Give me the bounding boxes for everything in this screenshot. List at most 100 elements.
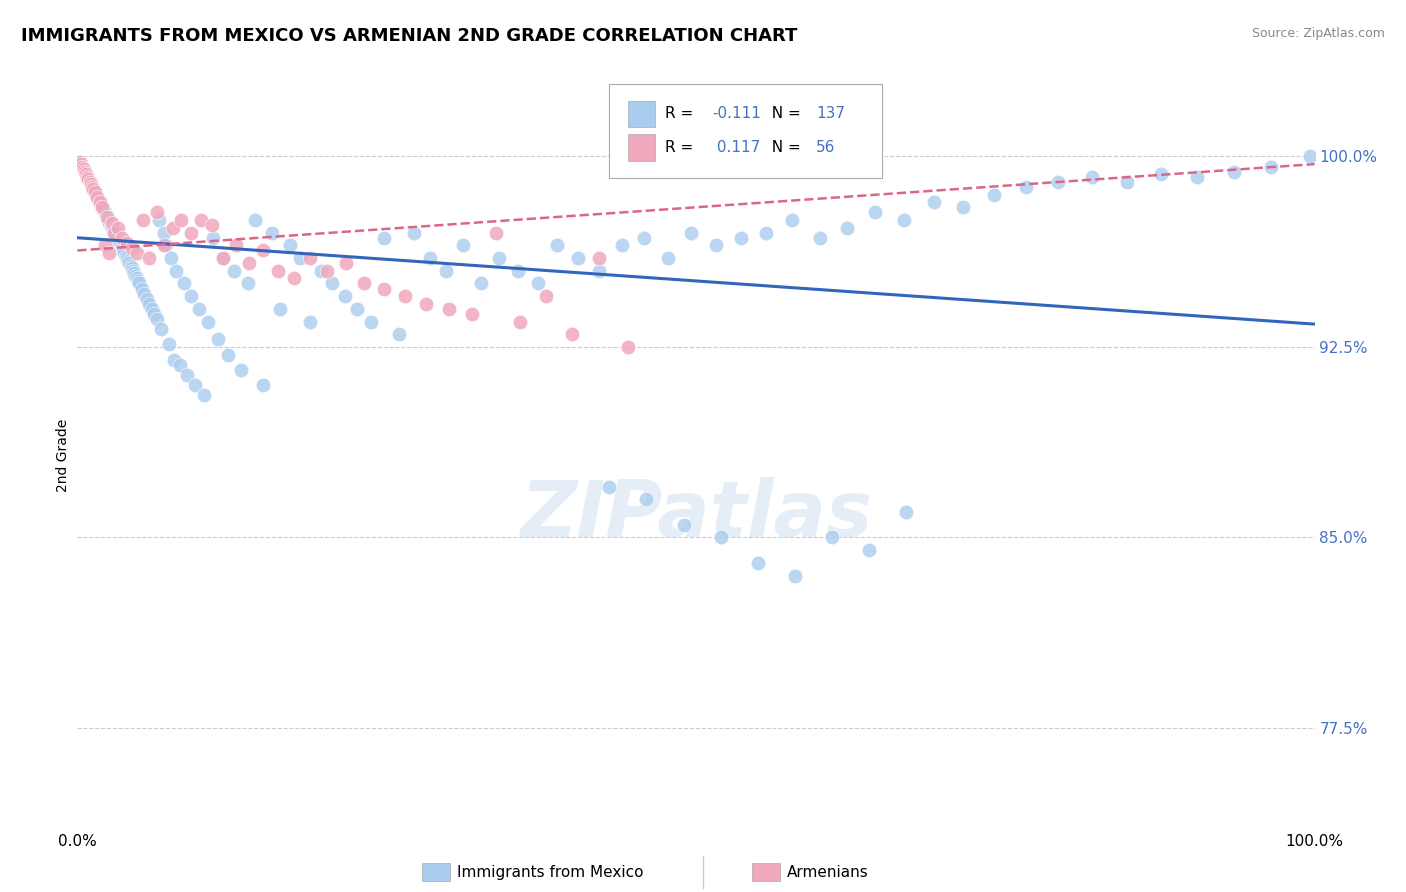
Point — [252, 244, 274, 258]
Point — [72, 160, 94, 174]
Point — [148, 213, 170, 227]
Point — [598, 480, 620, 494]
Point — [657, 251, 679, 265]
FancyBboxPatch shape — [609, 84, 882, 178]
Text: N =: N = — [762, 140, 806, 155]
Point — [269, 301, 291, 316]
Point — [72, 160, 94, 174]
Point — [952, 200, 974, 214]
Point — [77, 172, 100, 186]
Point — [373, 231, 395, 245]
Point — [145, 312, 167, 326]
Point — [561, 327, 583, 342]
Point — [617, 340, 640, 354]
Point — [165, 264, 187, 278]
Point — [82, 180, 104, 194]
Point — [1223, 165, 1246, 179]
Point — [225, 238, 247, 252]
Point — [104, 228, 127, 243]
Point — [82, 182, 104, 196]
Point — [91, 200, 114, 214]
Point — [783, 568, 806, 582]
Point — [163, 352, 186, 367]
Point — [1260, 160, 1282, 174]
Point — [782, 213, 804, 227]
Text: 137: 137 — [815, 106, 845, 121]
Point — [87, 193, 110, 207]
Point — [120, 259, 142, 273]
Point — [747, 556, 769, 570]
Text: -0.111: -0.111 — [711, 106, 761, 121]
Point — [127, 274, 149, 288]
Point — [1298, 149, 1320, 163]
Point — [83, 185, 105, 199]
Point — [115, 251, 138, 265]
Point — [162, 220, 184, 235]
Point — [633, 231, 655, 245]
Point — [108, 235, 131, 250]
Point — [75, 167, 97, 181]
Point — [118, 256, 141, 270]
Point — [122, 266, 145, 280]
Point — [679, 226, 702, 240]
Point — [588, 264, 610, 278]
Point — [76, 169, 98, 184]
Point — [91, 202, 114, 217]
Point — [1015, 180, 1038, 194]
Point — [141, 301, 163, 316]
Point — [288, 251, 311, 265]
Text: R =: R = — [665, 106, 699, 121]
Point — [124, 268, 146, 283]
Text: 0.117: 0.117 — [711, 140, 761, 155]
Point — [388, 327, 411, 342]
Point — [755, 226, 778, 240]
Point — [84, 187, 107, 202]
Point — [316, 264, 339, 278]
Point — [190, 213, 212, 227]
Point — [896, 505, 918, 519]
Text: Armenians: Armenians — [787, 865, 869, 880]
Point — [360, 315, 382, 329]
Point — [79, 175, 101, 189]
Point — [704, 238, 727, 252]
Point — [193, 388, 215, 402]
Point — [83, 185, 105, 199]
Point — [111, 241, 134, 255]
Point — [821, 531, 844, 545]
Point — [105, 231, 128, 245]
Point — [90, 198, 112, 212]
Point — [107, 233, 129, 247]
Point — [636, 492, 658, 507]
Point — [488, 251, 510, 265]
Point — [89, 195, 111, 210]
Point — [72, 162, 94, 177]
Point — [453, 238, 475, 252]
Point — [160, 251, 183, 265]
Point — [983, 187, 1005, 202]
Point — [283, 271, 305, 285]
Point — [333, 289, 356, 303]
Point — [484, 226, 506, 240]
Point — [73, 165, 96, 179]
Point — [114, 248, 136, 262]
Point — [100, 218, 122, 232]
Point — [98, 246, 121, 260]
Point — [180, 289, 202, 303]
Point — [509, 315, 531, 329]
Point — [176, 368, 198, 382]
Point — [298, 251, 321, 265]
Point — [112, 246, 135, 260]
Point — [202, 231, 225, 245]
Point — [91, 200, 114, 214]
Point — [197, 315, 219, 329]
Point — [107, 220, 129, 235]
Point — [373, 281, 395, 295]
Point — [134, 286, 156, 301]
Point — [394, 289, 416, 303]
Point — [110, 238, 132, 252]
Text: R =: R = — [665, 140, 699, 155]
Point — [80, 178, 103, 192]
Point — [155, 238, 177, 252]
Point — [470, 277, 492, 291]
Point — [79, 175, 101, 189]
